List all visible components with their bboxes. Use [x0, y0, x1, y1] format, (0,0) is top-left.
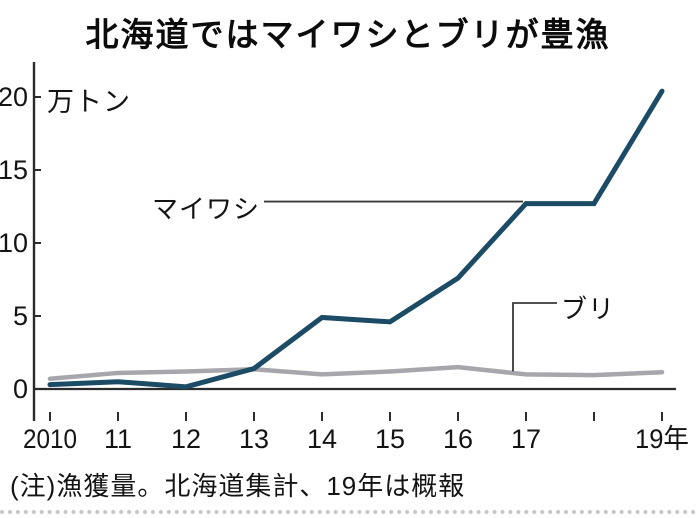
buri-line [47, 364, 665, 382]
x-tick-label: 15 [375, 424, 405, 454]
y-tick-label: 10 [0, 228, 28, 258]
buri-leader-line [512, 302, 557, 372]
y-tick-label: 0 [13, 374, 28, 404]
maiwashi-series-label: マイワシ [151, 194, 260, 224]
y-axis-unit-label: 万トン [47, 87, 131, 117]
y-tick-label: 20 [0, 82, 28, 112]
x-tick-label: 2010 [23, 424, 77, 454]
x-tick-label: 17 [511, 424, 541, 454]
y-tick-label: 15 [0, 155, 28, 185]
x-tick-label: 19年 [635, 424, 689, 454]
x-tick-label: 13 [239, 424, 269, 454]
x-tick-label: 14 [307, 424, 337, 454]
maiwashi-line [47, 88, 665, 390]
x-tick-label: 16 [443, 424, 473, 454]
footnote: (注)漁獲量。北海道集計、19年は概報 [10, 471, 466, 501]
x-tick-label: 11 [104, 424, 132, 454]
chart-title: 北海道ではマイワシとブリが豊漁 [85, 16, 611, 53]
bottom-dotted-divider [0, 510, 696, 514]
x-tick-label: 12 [171, 424, 201, 454]
y-tick-label: 5 [13, 301, 28, 331]
buri-series-label: ブリ [561, 294, 616, 324]
